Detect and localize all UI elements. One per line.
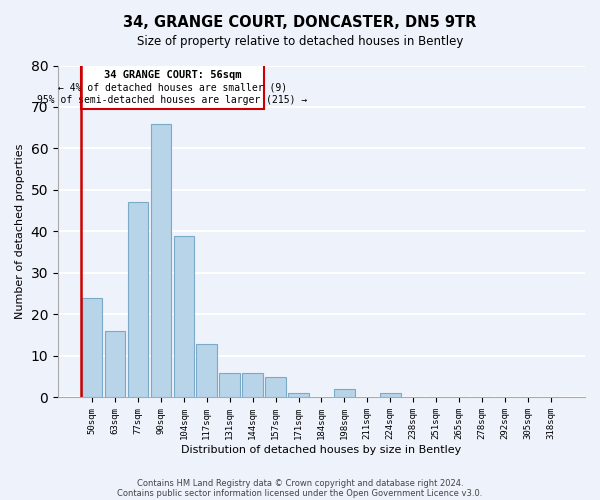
Bar xyxy=(380,394,401,398)
Bar xyxy=(128,202,148,398)
Bar xyxy=(220,372,240,398)
Bar xyxy=(82,298,103,398)
Text: ← 4% of detached houses are smaller (9): ← 4% of detached houses are smaller (9) xyxy=(58,82,287,92)
Bar xyxy=(288,394,309,398)
Text: 34, GRANGE COURT, DONCASTER, DN5 9TR: 34, GRANGE COURT, DONCASTER, DN5 9TR xyxy=(124,15,476,30)
Bar xyxy=(105,331,125,398)
X-axis label: Distribution of detached houses by size in Bentley: Distribution of detached houses by size … xyxy=(181,445,461,455)
Text: 34 GRANGE COURT: 56sqm: 34 GRANGE COURT: 56sqm xyxy=(104,70,241,80)
Bar xyxy=(196,344,217,398)
Text: 95% of semi-detached houses are larger (215) →: 95% of semi-detached houses are larger (… xyxy=(37,94,308,104)
Bar xyxy=(81,64,264,109)
Text: Size of property relative to detached houses in Bentley: Size of property relative to detached ho… xyxy=(137,35,463,48)
Bar xyxy=(334,389,355,398)
Bar xyxy=(242,372,263,398)
Text: Contains public sector information licensed under the Open Government Licence v3: Contains public sector information licen… xyxy=(118,488,482,498)
Bar xyxy=(173,236,194,398)
Text: Contains HM Land Registry data © Crown copyright and database right 2024.: Contains HM Land Registry data © Crown c… xyxy=(137,478,463,488)
Bar xyxy=(151,124,171,398)
Y-axis label: Number of detached properties: Number of detached properties xyxy=(15,144,25,319)
Bar xyxy=(265,376,286,398)
